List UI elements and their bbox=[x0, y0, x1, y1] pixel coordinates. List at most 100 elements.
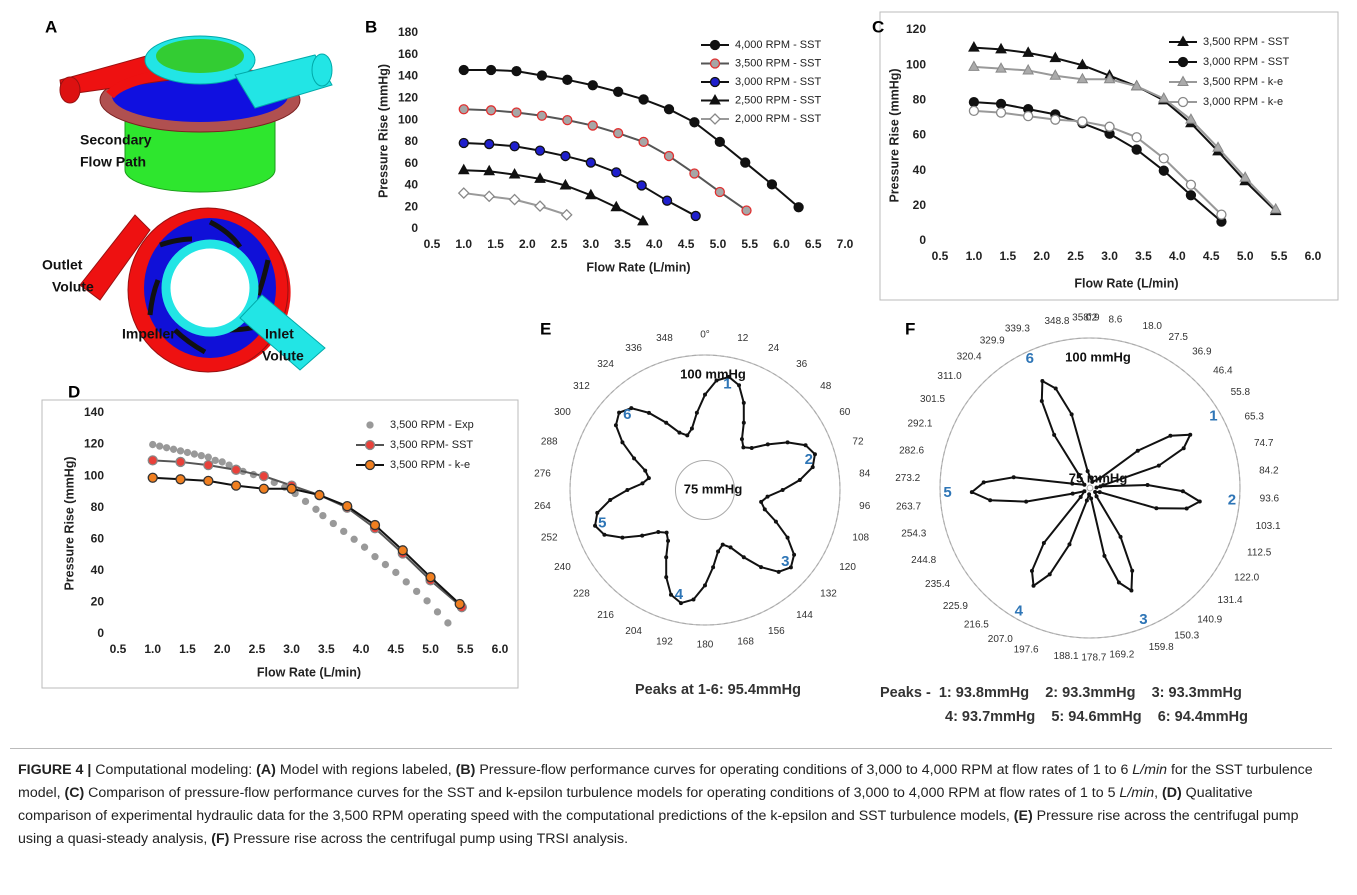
marker bbox=[759, 565, 764, 570]
angle-tick-label: 84 bbox=[859, 468, 871, 479]
marker bbox=[511, 107, 522, 118]
marker bbox=[640, 481, 645, 486]
region-label: Volute bbox=[52, 279, 94, 295]
marker bbox=[1029, 568, 1034, 573]
caption-text: for the SST turbulence model, bbox=[18, 762, 1313, 801]
x-tick-label: 1.0 bbox=[966, 249, 983, 263]
marker bbox=[457, 187, 470, 199]
caption: FIGURE 4 | Computational modeling: (A) M… bbox=[10, 748, 1332, 888]
marker bbox=[595, 510, 600, 515]
marker bbox=[714, 186, 725, 198]
angle-tick-label: 336 bbox=[625, 343, 642, 354]
x-tick-label: 3.0 bbox=[283, 642, 300, 656]
marker bbox=[457, 163, 470, 175]
angle-tick-label: 235.4 bbox=[925, 579, 950, 590]
x-tick-label: 1.5 bbox=[179, 642, 196, 656]
marker bbox=[1130, 568, 1135, 573]
angle-tick-label: 140.9 bbox=[1197, 615, 1222, 626]
marker bbox=[560, 150, 571, 162]
marker bbox=[562, 114, 573, 126]
marker bbox=[703, 392, 707, 397]
marker bbox=[1047, 572, 1052, 577]
marker bbox=[620, 535, 625, 540]
marker bbox=[1024, 499, 1029, 504]
marker bbox=[1082, 482, 1087, 487]
marker bbox=[643, 468, 648, 473]
marker bbox=[258, 483, 270, 494]
angle-tick-label: 254.3 bbox=[901, 529, 926, 540]
y-tick-label: 100 bbox=[398, 112, 418, 126]
angle-tick-label: 204 bbox=[625, 626, 642, 637]
marker bbox=[664, 575, 669, 580]
marker bbox=[1158, 153, 1169, 164]
angle-tick-label: 36.9 bbox=[1192, 347, 1212, 358]
angle-tick-label: 329.9 bbox=[980, 336, 1005, 347]
series-line bbox=[152, 476, 461, 605]
marker bbox=[1070, 491, 1075, 496]
angle-tick-label: 120 bbox=[839, 562, 856, 573]
marker bbox=[483, 190, 496, 203]
marker bbox=[727, 374, 732, 379]
angle-tick-label: 93.6 bbox=[1260, 493, 1280, 504]
peak-label: 6 bbox=[1026, 350, 1034, 367]
angle-tick-label: 159.8 bbox=[1149, 642, 1174, 653]
radial-tick-label: 75 mmHg bbox=[684, 481, 743, 496]
marker bbox=[1076, 58, 1089, 70]
peak-note: Peaks - 1: 93.8mmHg 2: 93.3mmHg 3: 93.3m… bbox=[880, 685, 1242, 701]
caption-text: Pressure-flow performance curves for ope… bbox=[475, 762, 1133, 778]
marker bbox=[286, 483, 297, 494]
marker bbox=[664, 420, 669, 425]
marker bbox=[1212, 141, 1224, 152]
panel-letter: C bbox=[872, 17, 884, 36]
marker bbox=[608, 497, 613, 502]
x-tick-label: 0.5 bbox=[424, 237, 441, 251]
marker bbox=[646, 410, 651, 415]
angle-tick-label: 46.4 bbox=[1213, 365, 1233, 376]
x-tick-label: 1.0 bbox=[144, 642, 161, 656]
x-tick-label: 4.5 bbox=[387, 642, 404, 656]
marker bbox=[797, 478, 802, 483]
marker bbox=[1087, 492, 1092, 497]
marker bbox=[301, 497, 310, 506]
marker bbox=[625, 488, 630, 492]
marker bbox=[149, 440, 157, 449]
angle-tick-label: 228 bbox=[573, 588, 590, 599]
marker bbox=[611, 167, 622, 178]
marker bbox=[765, 494, 770, 499]
y-axis-title: Pressure Rise (mmHg) bbox=[376, 64, 390, 198]
marker bbox=[1094, 485, 1099, 490]
peak-label: 6 bbox=[623, 406, 631, 423]
marker bbox=[678, 601, 683, 606]
marker bbox=[602, 532, 607, 537]
angle-tick-label: 55.8 bbox=[1231, 387, 1251, 398]
marker bbox=[689, 426, 694, 431]
marker bbox=[1180, 489, 1185, 494]
marker bbox=[664, 530, 669, 535]
angle-tick-label: ° bbox=[1088, 313, 1092, 324]
marker bbox=[1103, 72, 1116, 84]
angle-tick-label: 348 bbox=[656, 333, 673, 344]
marker bbox=[1104, 121, 1115, 132]
marker bbox=[413, 587, 421, 596]
angle-tick-label: 178.7 bbox=[1081, 653, 1106, 664]
marker bbox=[1090, 479, 1095, 484]
marker bbox=[508, 168, 521, 179]
legend-marker bbox=[1177, 75, 1189, 86]
marker bbox=[183, 448, 192, 457]
x-tick-label: 2.5 bbox=[551, 237, 568, 251]
marker bbox=[638, 94, 649, 105]
legend-marker bbox=[709, 93, 721, 105]
radial-grid bbox=[1086, 484, 1094, 492]
marker bbox=[425, 572, 436, 583]
angle-tick-label: 36 bbox=[796, 359, 808, 370]
marker bbox=[204, 453, 212, 461]
y-tick-label: 80 bbox=[913, 93, 927, 107]
panel-letter: B bbox=[365, 17, 377, 36]
marker bbox=[1078, 494, 1083, 499]
marker bbox=[1023, 111, 1034, 122]
marker bbox=[1216, 209, 1227, 220]
marker bbox=[720, 542, 725, 547]
legend-marker bbox=[709, 58, 721, 69]
x-tick-label: 4.5 bbox=[678, 237, 695, 251]
x-tick-label: 5.0 bbox=[1237, 249, 1254, 263]
